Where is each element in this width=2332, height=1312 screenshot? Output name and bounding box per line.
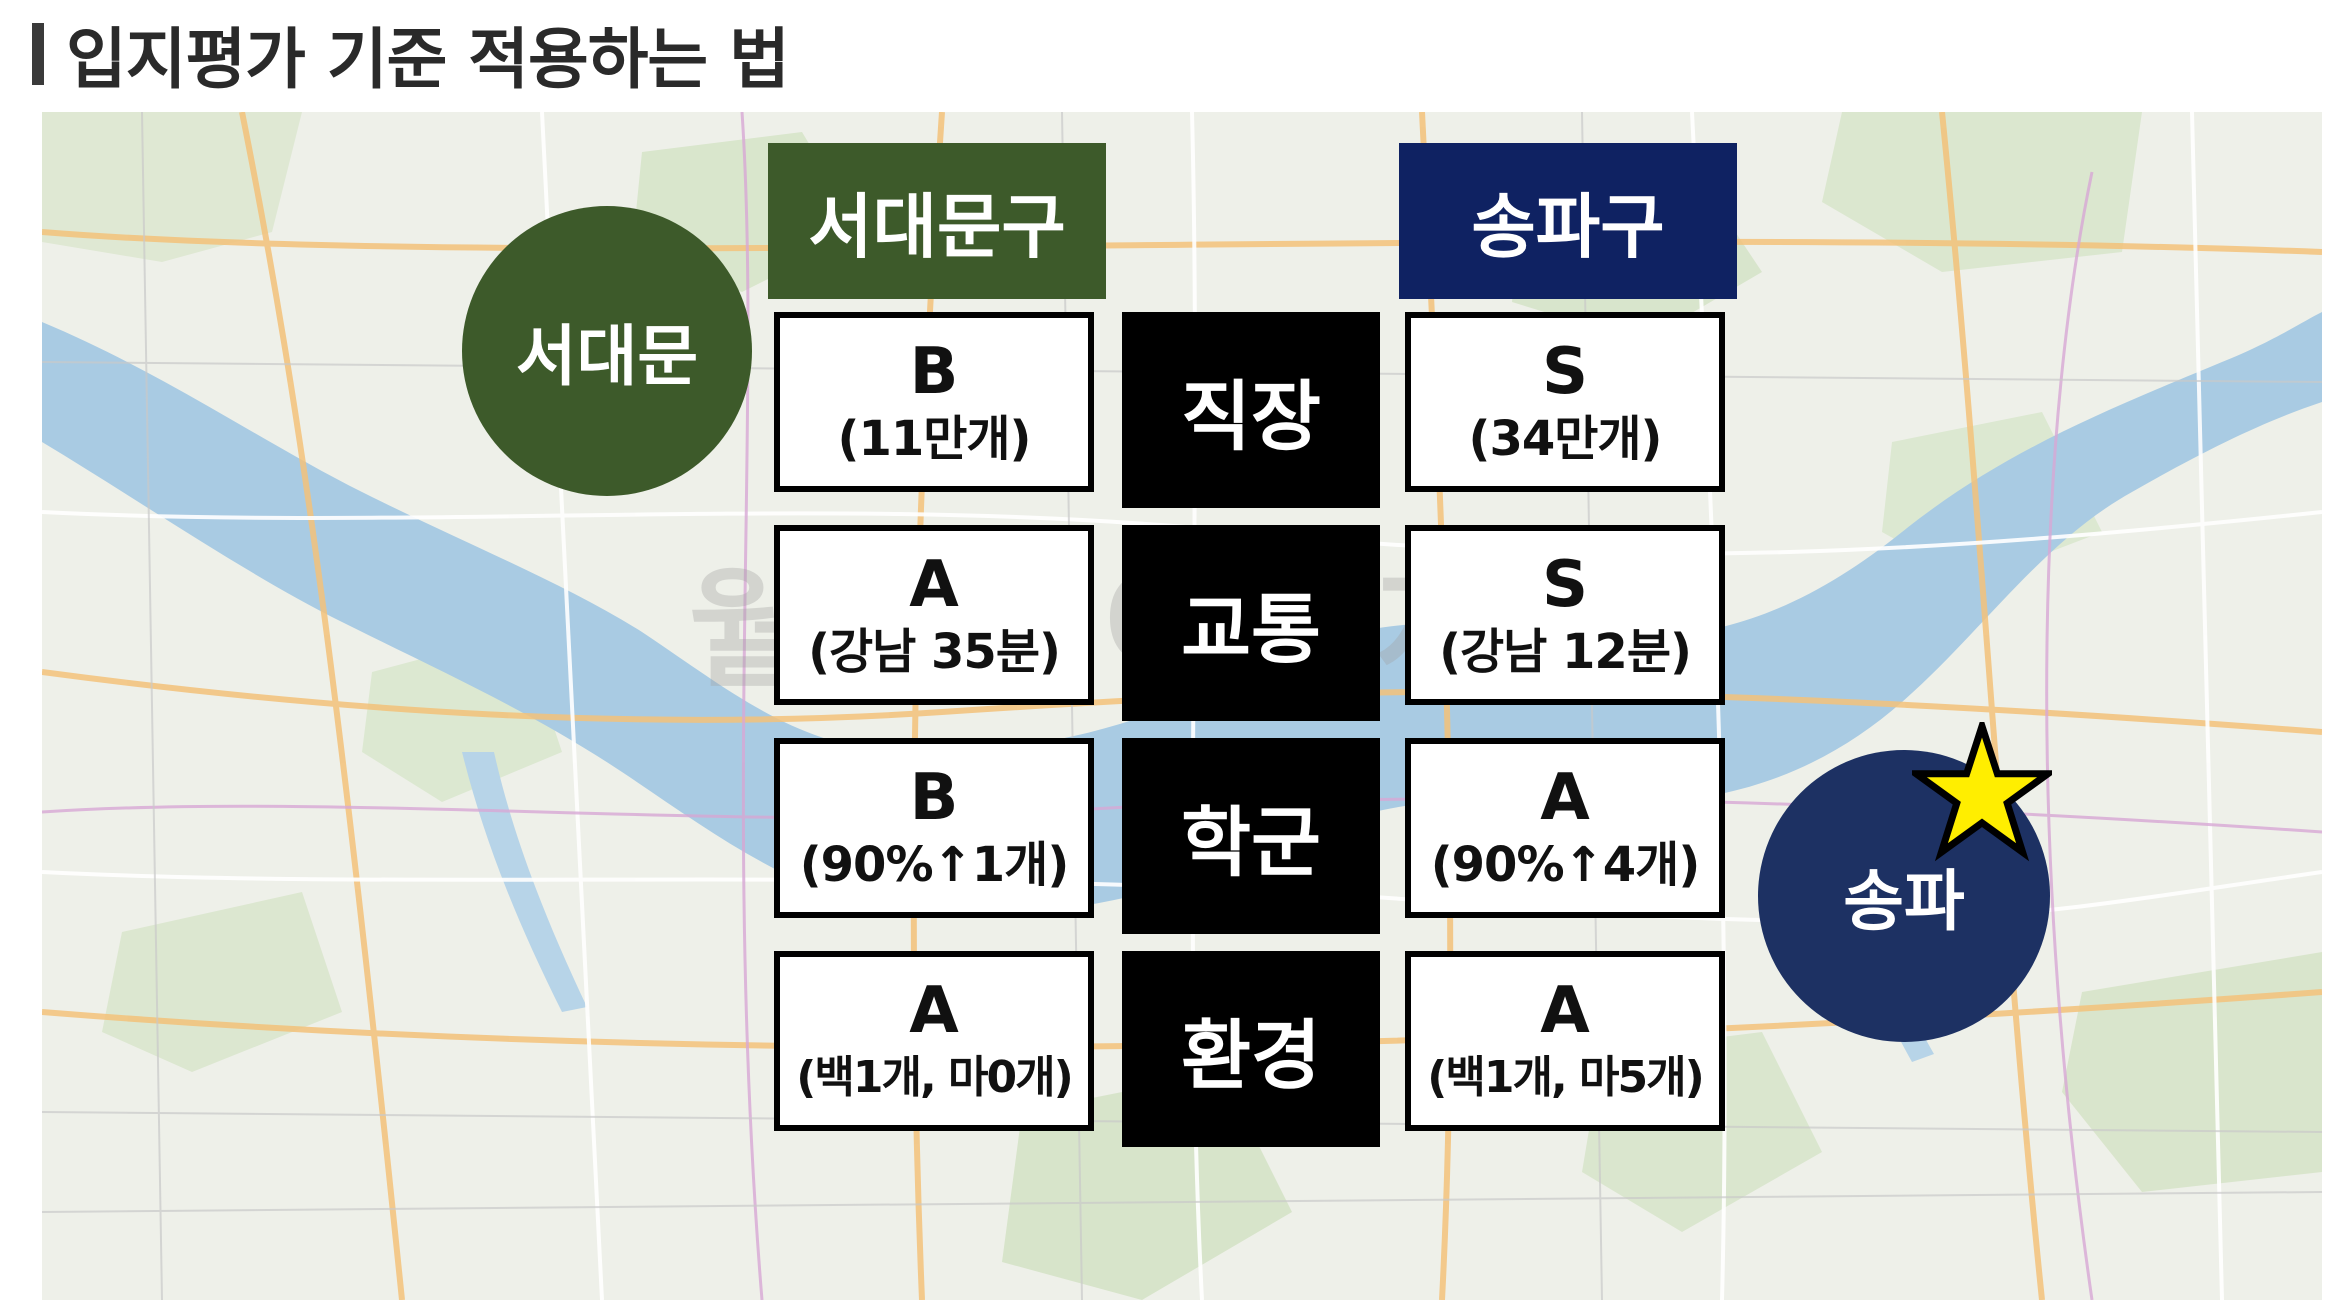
songpa-circle-label: 송파 [1843,863,1965,940]
songpa-header: 송파구 [1399,143,1737,299]
grade-value: A [1540,974,1590,1048]
seodaemun-circle-label: 서대문 [515,318,699,395]
category-job: 직장 [1122,312,1380,508]
grade-detail: (90%↑1개) [799,837,1070,893]
category-label: 직장 [1181,372,1321,461]
category-label: 교통 [1181,585,1321,674]
seodaemun-school-cell: B (90%↑1개) [774,738,1094,918]
grade-detail: (백1개, 마0개) [796,1052,1073,1103]
grade-detail: (34만개) [1468,411,1663,467]
grade-value: A [1540,761,1590,835]
grade-detail: (강남 35분) [808,624,1061,680]
category-school: 학군 [1122,738,1380,934]
star-icon [1912,722,2052,862]
seodaemun-header: 서대문구 [768,143,1106,299]
grade-detail: (90%↑4개) [1430,837,1701,893]
grade-value: A [909,974,959,1048]
songpa-school-cell: A (90%↑4개) [1405,738,1725,918]
seodaemun-circle: 서대문 [462,206,752,496]
grade-value: B [909,761,959,835]
seodaemun-environment-cell: A (백1개, 마0개) [774,951,1094,1131]
grade-value: A [909,548,959,622]
grade-value: S [1541,548,1589,622]
grade-detail: (11만개) [837,411,1032,467]
songpa-transport-cell: S (강남 12분) [1405,525,1725,705]
category-label: 학군 [1181,798,1321,887]
category-label: 환경 [1181,1011,1321,1100]
songpa-header-label: 송파구 [1471,185,1665,268]
page-title: 입지평가 기준 적용하는 법 [66,21,790,98]
title-accent-bar [32,23,44,85]
grade-value: B [909,335,959,409]
seodaemun-job-cell: B (11만개) [774,312,1094,492]
songpa-environment-cell: A (백1개, 마5개) [1405,951,1725,1131]
grade-detail: (강남 12분) [1439,624,1692,680]
songpa-job-cell: S (34만개) [1405,312,1725,492]
category-environment: 환경 [1122,951,1380,1147]
grade-detail: (백1개, 마5개) [1427,1052,1704,1103]
seodaemun-transport-cell: A (강남 35분) [774,525,1094,705]
slide-title: 입지평가 기준 적용하는 법 [32,14,790,98]
seodaemun-header-label: 서대문구 [808,185,1066,268]
grade-value: S [1541,335,1589,409]
category-transport: 교통 [1122,525,1380,721]
